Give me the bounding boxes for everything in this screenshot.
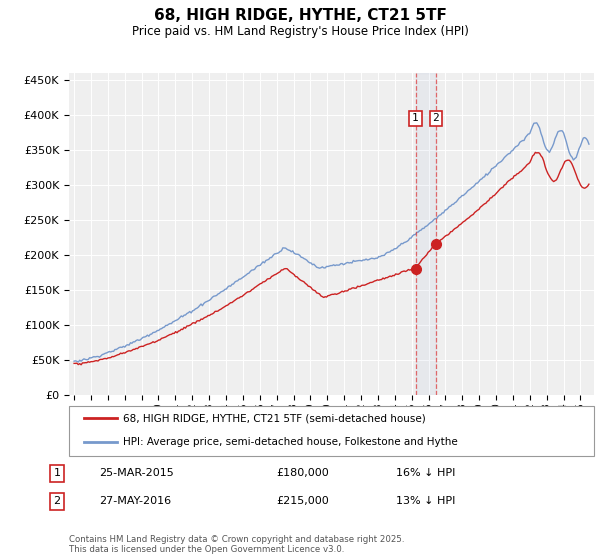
Text: 1: 1: [53, 468, 61, 478]
Text: Price paid vs. HM Land Registry's House Price Index (HPI): Price paid vs. HM Land Registry's House …: [131, 25, 469, 38]
Text: 16% ↓ HPI: 16% ↓ HPI: [396, 468, 455, 478]
Text: 68, HIGH RIDGE, HYTHE, CT21 5TF: 68, HIGH RIDGE, HYTHE, CT21 5TF: [154, 8, 446, 24]
Text: Contains HM Land Registry data © Crown copyright and database right 2025.
This d: Contains HM Land Registry data © Crown c…: [69, 535, 404, 554]
Text: £215,000: £215,000: [276, 496, 329, 506]
Text: HPI: Average price, semi-detached house, Folkestone and Hythe: HPI: Average price, semi-detached house,…: [123, 437, 458, 447]
Bar: [416, 73, 436, 395]
Text: 68, HIGH RIDGE, HYTHE, CT21 5TF (semi-detached house): 68, HIGH RIDGE, HYTHE, CT21 5TF (semi-de…: [123, 413, 426, 423]
Text: 13% ↓ HPI: 13% ↓ HPI: [396, 496, 455, 506]
Text: 2: 2: [53, 496, 61, 506]
Text: 1: 1: [412, 113, 419, 123]
Text: £180,000: £180,000: [276, 468, 329, 478]
Text: 25-MAR-2015: 25-MAR-2015: [99, 468, 174, 478]
Text: 2: 2: [432, 113, 439, 123]
Text: 27-MAY-2016: 27-MAY-2016: [99, 496, 171, 506]
